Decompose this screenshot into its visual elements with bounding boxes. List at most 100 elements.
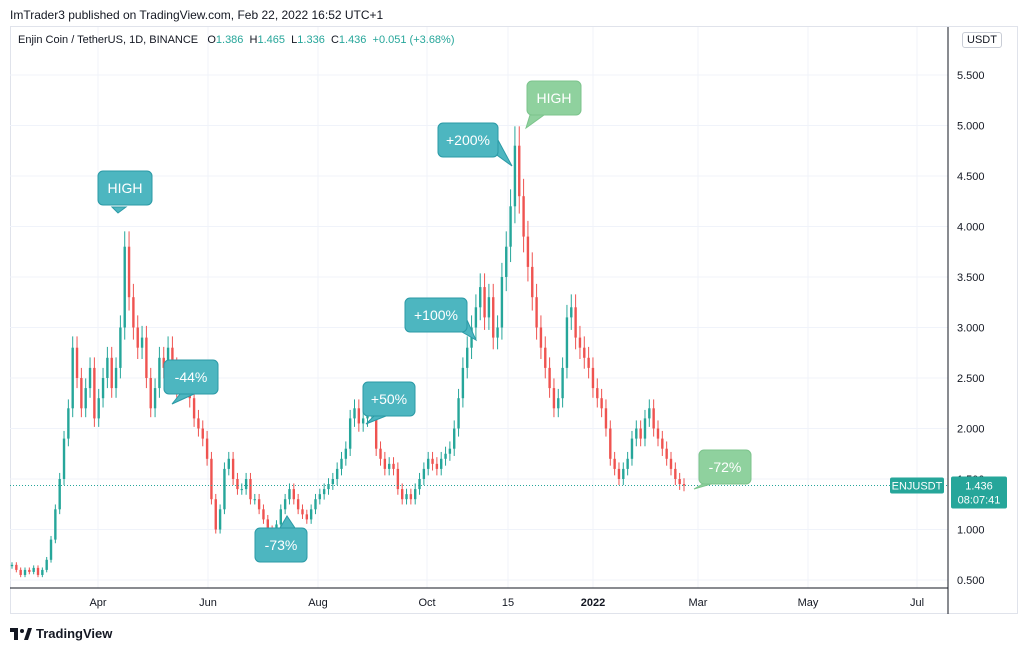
candle-body[interactable] bbox=[227, 458, 230, 469]
candle-body[interactable] bbox=[327, 484, 330, 490]
candle-body[interactable] bbox=[340, 458, 343, 469]
candle-body[interactable] bbox=[84, 388, 87, 409]
candle-body[interactable] bbox=[266, 519, 269, 530]
annotation-box[interactable] bbox=[254, 527, 308, 563]
candle-body[interactable] bbox=[71, 347, 74, 409]
candle-body[interactable] bbox=[427, 458, 430, 469]
candle-body[interactable] bbox=[557, 398, 560, 409]
candle-body[interactable] bbox=[678, 479, 681, 485]
candle-body[interactable] bbox=[41, 569, 44, 575]
candle-body[interactable] bbox=[435, 463, 439, 469]
candle-body[interactable] bbox=[240, 489, 243, 491]
candle-body[interactable] bbox=[513, 145, 517, 207]
candle-body[interactable] bbox=[405, 494, 408, 500]
candle-body[interactable] bbox=[453, 428, 456, 449]
candle-body[interactable] bbox=[422, 468, 426, 479]
candle-body[interactable] bbox=[335, 468, 339, 479]
candle-body[interactable] bbox=[661, 438, 664, 449]
candle-body[interactable] bbox=[509, 206, 512, 247]
candle-body[interactable] bbox=[383, 458, 387, 469]
annotation-box[interactable] bbox=[404, 297, 468, 333]
candle-body[interactable] bbox=[583, 347, 586, 358]
candle-body[interactable] bbox=[210, 458, 213, 500]
candle-body[interactable] bbox=[531, 266, 534, 298]
candle-body[interactable] bbox=[32, 567, 35, 572]
candle-body[interactable] bbox=[444, 453, 447, 459]
candle-body[interactable] bbox=[58, 479, 61, 510]
candle-body[interactable] bbox=[604, 408, 608, 429]
candle-body[interactable] bbox=[418, 479, 421, 490]
candle-body[interactable] bbox=[479, 287, 482, 308]
candle-body[interactable] bbox=[257, 499, 261, 510]
candle-body[interactable] bbox=[496, 327, 499, 338]
candle-body[interactable] bbox=[353, 408, 356, 419]
candle-body[interactable] bbox=[587, 357, 590, 368]
candle-body[interactable] bbox=[505, 246, 508, 277]
candle-body[interactable] bbox=[153, 388, 157, 409]
candle-body[interactable] bbox=[630, 438, 634, 459]
candle-body[interactable] bbox=[292, 489, 296, 500]
candle-body[interactable] bbox=[526, 236, 530, 267]
candle-body[interactable] bbox=[539, 327, 543, 348]
candle-body[interactable] bbox=[457, 398, 460, 429]
candle-body[interactable] bbox=[357, 408, 361, 424]
candle-body[interactable] bbox=[652, 408, 655, 429]
candle-body[interactable] bbox=[591, 367, 595, 389]
candle-body[interactable] bbox=[635, 428, 638, 439]
candle-body[interactable] bbox=[49, 539, 53, 560]
candle-body[interactable] bbox=[140, 337, 144, 348]
candle-body[interactable] bbox=[665, 448, 668, 459]
currency-unit-button[interactable]: USDT bbox=[962, 32, 1002, 48]
candle-body[interactable] bbox=[301, 509, 304, 515]
candle-body[interactable] bbox=[127, 246, 131, 298]
candle-body[interactable] bbox=[400, 489, 404, 500]
candle-body[interactable] bbox=[518, 145, 521, 197]
candle-body[interactable] bbox=[101, 378, 105, 399]
candle-body[interactable] bbox=[36, 567, 40, 575]
candle-body[interactable] bbox=[392, 463, 395, 469]
candle-body[interactable] bbox=[544, 347, 547, 368]
candle-body[interactable] bbox=[236, 479, 239, 490]
candle-body[interactable] bbox=[149, 378, 152, 409]
candle-body[interactable] bbox=[318, 494, 322, 500]
candle-body[interactable] bbox=[309, 509, 313, 520]
candle-body[interactable] bbox=[500, 277, 504, 328]
candle-body[interactable] bbox=[214, 499, 217, 530]
annotation-box[interactable] bbox=[163, 359, 219, 395]
candle-body[interactable] bbox=[62, 438, 66, 479]
candle-body[interactable] bbox=[305, 514, 309, 520]
candle-body[interactable] bbox=[565, 317, 569, 368]
candle-body[interactable] bbox=[617, 468, 621, 479]
candle-body[interactable] bbox=[244, 479, 248, 490]
candle-body[interactable] bbox=[114, 367, 118, 389]
candle-body[interactable] bbox=[162, 357, 165, 368]
candle-body[interactable] bbox=[110, 357, 113, 389]
candle-body[interactable] bbox=[613, 458, 616, 469]
candle-body[interactable] bbox=[67, 408, 70, 439]
candle-body[interactable] bbox=[218, 509, 222, 530]
candle-body[interactable] bbox=[374, 408, 378, 449]
candle-body[interactable] bbox=[396, 468, 400, 490]
annotation-box[interactable] bbox=[97, 170, 153, 206]
candle-body[interactable] bbox=[145, 337, 148, 378]
candle-body[interactable] bbox=[23, 569, 27, 575]
candle-body[interactable] bbox=[483, 287, 486, 318]
candle-body[interactable] bbox=[414, 489, 417, 500]
candle-body[interactable] bbox=[223, 468, 226, 510]
candle-body[interactable] bbox=[136, 327, 139, 348]
candle-body[interactable] bbox=[535, 297, 538, 328]
candle-body[interactable] bbox=[574, 307, 577, 338]
candle-body[interactable] bbox=[431, 458, 434, 464]
candle-body[interactable] bbox=[669, 458, 673, 469]
candle-body[interactable] bbox=[45, 559, 48, 570]
candle-body[interactable] bbox=[253, 499, 256, 501]
candle-body[interactable] bbox=[88, 367, 92, 389]
candle-body[interactable] bbox=[596, 388, 599, 399]
candle-body[interactable] bbox=[166, 347, 170, 368]
candle-body[interactable] bbox=[461, 367, 465, 399]
candle-body[interactable] bbox=[548, 367, 551, 389]
candle-body[interactable] bbox=[249, 479, 252, 500]
annotation-box[interactable] bbox=[437, 122, 499, 158]
candle-body[interactable] bbox=[492, 297, 495, 338]
